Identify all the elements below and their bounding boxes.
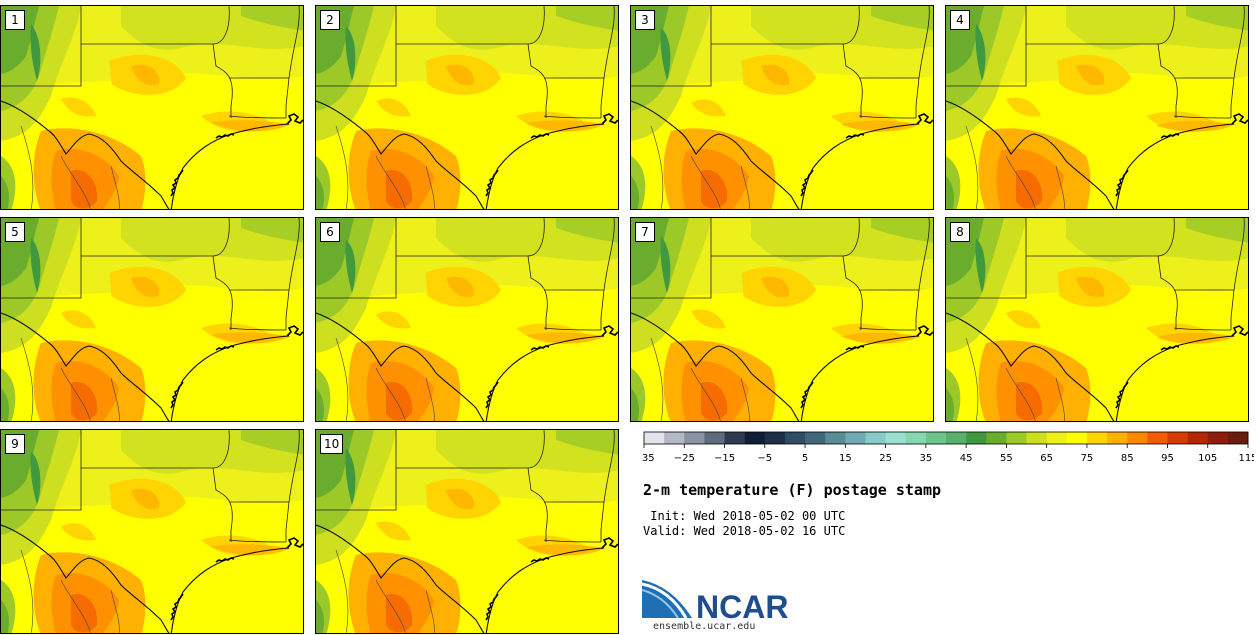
colorbar-swatch — [684, 432, 705, 444]
member-panel-6: 6 — [315, 217, 619, 422]
temperature-map — [946, 6, 1248, 209]
site-url: ensemble.ucar.edu — [653, 621, 756, 632]
init-time: Init: Wed 2018-05-02 00 UTC — [650, 509, 846, 523]
colorbar-tick-label: 25 — [879, 453, 892, 464]
temperature-map — [1, 6, 303, 209]
colorbar-tick-label: −5 — [757, 453, 772, 464]
colorbar-swatch — [905, 432, 927, 444]
colorbar-swatch — [925, 432, 947, 444]
colorbar-tick-label: −35 — [642, 453, 655, 464]
colorbar-swatch — [744, 432, 766, 444]
colorbar-swatch — [825, 432, 846, 444]
colorbar-swatch — [1187, 432, 1209, 444]
colorbar-swatch — [764, 432, 786, 444]
colorbar-swatch — [1147, 432, 1168, 444]
valid-time: Valid: Wed 2018-05-02 16 UTC — [643, 524, 846, 538]
member-number: 6 — [320, 222, 340, 242]
member-panel-10: 10 — [315, 429, 619, 634]
colorbar-swatch — [724, 432, 745, 444]
colorbar-swatch — [1006, 432, 1027, 444]
member-panel-9: 9 — [0, 429, 304, 634]
member-number: 10 — [320, 434, 344, 454]
colorbar-swatch — [644, 432, 665, 444]
member-number: 5 — [5, 222, 25, 242]
member-panel-3: 3 — [630, 5, 934, 210]
temperature-map — [631, 6, 933, 209]
colorbar-tick-label: 15 — [839, 453, 852, 464]
member-panel-8: 8 — [945, 217, 1249, 422]
colorbar-tick-label: 85 — [1121, 453, 1134, 464]
colorbar-swatch — [1086, 432, 1108, 444]
colorbar-tick-label: 5 — [802, 453, 808, 464]
colorbar-swatch — [885, 432, 907, 444]
colorbar-outline — [643, 431, 1249, 445]
member-number: 4 — [950, 10, 970, 30]
ncar-logo-text: NCAR — [696, 589, 788, 622]
colorbar-swatch — [946, 432, 967, 444]
member-panel-7: 7 — [630, 217, 934, 422]
temperature-map — [1, 218, 303, 421]
temperature-map — [316, 6, 618, 209]
member-number: 7 — [635, 222, 655, 242]
member-number: 1 — [5, 10, 25, 30]
colorbar-swatch — [966, 432, 987, 444]
colorbar-tick-label: 75 — [1081, 453, 1094, 464]
chart-title: 2-m temperature (F) postage stamp — [643, 481, 942, 499]
colorbar-swatch — [704, 432, 725, 444]
colorbar-swatch — [865, 432, 886, 444]
member-number: 2 — [320, 10, 340, 30]
temperature-map — [631, 218, 933, 421]
temperature-map — [1, 430, 303, 633]
colorbar-tick-label: 115 — [1238, 453, 1254, 464]
colorbar-tick-label: 105 — [1198, 453, 1217, 464]
colorbar-swatch — [1046, 432, 1068, 444]
colorbar-tick-label: 45 — [960, 453, 973, 464]
colorbar-swatch — [784, 432, 806, 444]
colorbar-tick-label: −15 — [714, 453, 735, 464]
colorbar-swatch — [1207, 432, 1229, 444]
member-panel-4: 4 — [945, 5, 1249, 210]
temperature-map — [316, 430, 618, 633]
member-panel-1: 1 — [0, 5, 304, 210]
colorbar-swatch — [1026, 432, 1047, 444]
ncar-logo: NCAR — [642, 580, 788, 622]
member-number: 3 — [635, 10, 655, 30]
temperature-colorbar: −35 −25 −15 −5 5 15 25 35 45 55 65 75 85 95 105 115 — [642, 431, 1254, 464]
member-number: 8 — [950, 222, 970, 242]
colorbar-swatch — [1227, 432, 1249, 444]
colorbar-swatch — [845, 432, 866, 444]
member-number: 9 — [5, 434, 25, 454]
colorbar-swatch — [1127, 432, 1148, 444]
colorbar-swatch — [1167, 432, 1188, 444]
colorbar-tick-label: −25 — [674, 453, 695, 464]
temperature-map — [316, 218, 618, 421]
member-panel-5: 5 — [0, 217, 304, 422]
colorbar-tick-label: 35 — [919, 453, 932, 464]
colorbar-tick-label: 95 — [1161, 453, 1174, 464]
colorbar-swatch — [986, 432, 1007, 444]
colorbar-swatch — [1066, 432, 1088, 444]
member-panel-2: 2 — [315, 5, 619, 210]
colorbar-tick-label: 65 — [1040, 453, 1053, 464]
colorbar-tick-label: 55 — [1000, 453, 1013, 464]
colorbar-swatch — [805, 432, 826, 444]
temperature-map — [946, 218, 1248, 421]
colorbar-swatch — [664, 432, 685, 444]
colorbar-swatch — [1107, 432, 1128, 444]
